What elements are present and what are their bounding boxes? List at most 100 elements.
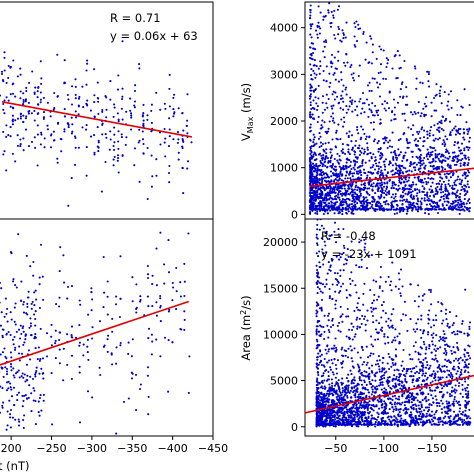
data-point xyxy=(450,349,453,352)
data-point xyxy=(97,150,100,153)
data-point xyxy=(415,202,418,205)
data-point xyxy=(337,80,340,83)
data-point xyxy=(390,111,394,114)
data-point xyxy=(113,141,116,144)
data-point xyxy=(433,423,436,426)
data-point xyxy=(360,151,363,154)
data-point xyxy=(33,291,36,294)
data-point xyxy=(429,129,432,132)
data-point xyxy=(360,125,363,128)
data-point xyxy=(385,57,388,60)
data-point xyxy=(468,127,471,130)
panel-bottom-left: 200 −250 −300 −350 −400 −450 t (nT) xyxy=(0,218,228,473)
data-point xyxy=(329,214,331,216)
data-point xyxy=(85,146,88,149)
data-point xyxy=(439,176,442,179)
data-point xyxy=(371,390,374,393)
data-point xyxy=(320,186,323,189)
data-point xyxy=(63,130,66,133)
data-point xyxy=(390,206,393,209)
data-point xyxy=(319,355,322,358)
data-point xyxy=(363,171,366,174)
data-point xyxy=(312,89,315,92)
data-point xyxy=(172,138,175,141)
data-point xyxy=(62,379,65,382)
data-point xyxy=(449,132,452,136)
data-point xyxy=(387,317,390,320)
data-point xyxy=(377,109,380,112)
data-point xyxy=(395,158,398,161)
data-point xyxy=(436,128,439,131)
data-point xyxy=(91,396,94,399)
data-point xyxy=(46,124,49,127)
data-point xyxy=(58,270,61,273)
data-point xyxy=(386,62,389,65)
data-point xyxy=(352,159,355,162)
data-point xyxy=(13,376,16,379)
data-point xyxy=(2,153,5,156)
data-point xyxy=(329,366,332,369)
data-point xyxy=(454,204,457,207)
data-point xyxy=(340,94,343,97)
data-point xyxy=(358,309,361,312)
data-point xyxy=(435,156,438,159)
data-point xyxy=(337,233,340,236)
data-point xyxy=(22,120,25,124)
data-point xyxy=(413,385,416,388)
data-point xyxy=(345,171,348,174)
data-point xyxy=(11,114,14,117)
data-point xyxy=(340,167,343,170)
data-point xyxy=(458,410,461,413)
data-point xyxy=(395,377,398,380)
data-point xyxy=(35,369,38,373)
data-point xyxy=(374,104,377,107)
data-point xyxy=(457,154,460,157)
data-point xyxy=(117,74,120,77)
data-point xyxy=(315,174,318,177)
data-point xyxy=(321,142,324,146)
data-point xyxy=(377,295,380,298)
data-point xyxy=(353,188,356,191)
data-point xyxy=(445,148,448,151)
data-point xyxy=(13,335,16,339)
data-point xyxy=(334,191,337,195)
data-point xyxy=(368,410,372,414)
data-point xyxy=(338,388,341,391)
data-point xyxy=(9,311,12,314)
data-point xyxy=(371,345,375,348)
data-point xyxy=(419,412,422,415)
data-point xyxy=(372,153,375,156)
data-point xyxy=(0,353,2,356)
data-point xyxy=(448,193,451,196)
data-point xyxy=(405,212,408,215)
data-point xyxy=(332,172,335,175)
data-point xyxy=(368,159,371,162)
data-point xyxy=(342,166,345,169)
data-point xyxy=(57,121,60,124)
data-point xyxy=(25,89,28,93)
data-point xyxy=(451,331,454,334)
data-point xyxy=(457,384,460,388)
data-point xyxy=(437,300,440,304)
data-point xyxy=(377,165,380,168)
data-point xyxy=(365,135,368,138)
data-point xyxy=(147,305,150,308)
data-point xyxy=(461,185,464,188)
data-point xyxy=(416,188,419,191)
data-point xyxy=(91,337,94,340)
data-point xyxy=(359,177,363,180)
data-point xyxy=(439,207,442,211)
data-point xyxy=(464,173,467,176)
data-point xyxy=(319,27,322,30)
data-point xyxy=(411,113,414,116)
data-point xyxy=(73,163,77,166)
data-point xyxy=(454,199,457,202)
data-point xyxy=(439,191,443,194)
data-point xyxy=(26,374,29,377)
data-point xyxy=(313,202,316,205)
data-point xyxy=(11,120,14,123)
data-point xyxy=(404,167,407,170)
data-point xyxy=(329,170,333,173)
data-point xyxy=(405,372,408,375)
data-point xyxy=(449,371,453,375)
